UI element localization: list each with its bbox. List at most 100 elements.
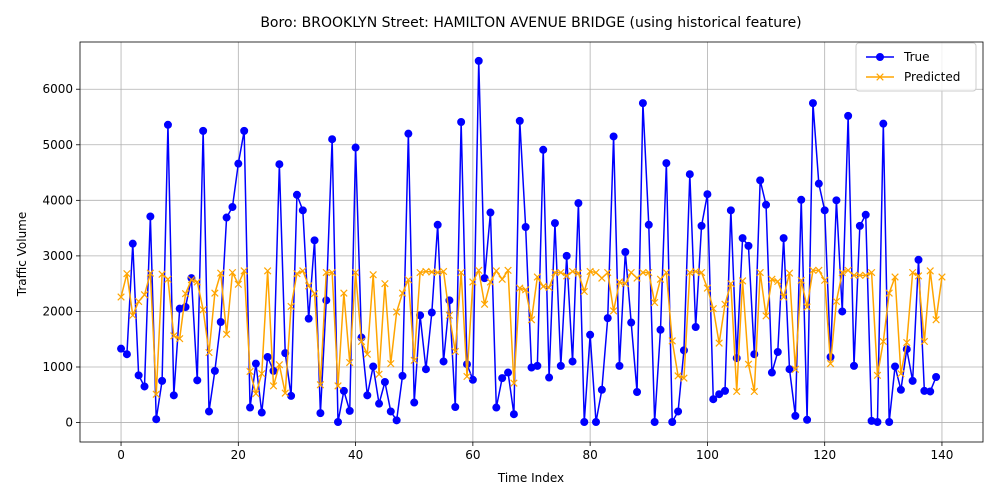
legend-predicted-label: Predicted xyxy=(904,70,960,84)
data-point-true xyxy=(703,190,712,199)
data-point-predicted xyxy=(328,268,336,277)
data-point-true xyxy=(568,357,577,366)
data-point-predicted xyxy=(181,289,190,298)
data-point-predicted xyxy=(615,278,624,286)
data-point-true xyxy=(345,406,354,415)
data-point-predicted xyxy=(381,279,389,288)
data-point-true xyxy=(486,208,495,217)
data-point-predicted xyxy=(222,330,231,338)
data-point-predicted xyxy=(656,275,665,283)
data-point-true xyxy=(210,366,219,375)
data-point-true xyxy=(756,176,765,185)
data-point-true xyxy=(304,314,313,323)
data-point-predicted xyxy=(791,365,800,373)
data-point-predicted xyxy=(867,268,876,277)
data-point-predicted xyxy=(650,298,659,307)
data-point-predicted xyxy=(885,289,893,297)
data-point-predicted xyxy=(445,311,454,320)
data-point-predicted xyxy=(492,267,501,275)
data-point-predicted xyxy=(604,268,612,277)
data-point-true xyxy=(351,143,360,152)
data-point-predicted xyxy=(346,358,354,367)
data-point-true xyxy=(205,407,213,416)
data-point-true xyxy=(322,296,331,305)
data-point-true xyxy=(932,373,941,381)
data-point-predicted xyxy=(146,269,155,277)
data-point-true xyxy=(721,386,729,395)
legend-x-glyph xyxy=(876,73,884,81)
data-point-true xyxy=(779,234,788,243)
data-point-predicted xyxy=(164,275,172,283)
data-point-predicted xyxy=(633,274,641,282)
series-true xyxy=(117,56,941,426)
data-point-predicted xyxy=(779,293,788,301)
data-point-predicted xyxy=(768,275,776,283)
data-point-predicted xyxy=(170,332,178,340)
data-point-predicted xyxy=(304,282,313,290)
data-point-predicted xyxy=(832,297,841,306)
data-point-true xyxy=(474,56,483,65)
data-point-predicted xyxy=(803,303,811,311)
data-point-predicted xyxy=(674,372,682,380)
data-point-predicted xyxy=(510,379,518,387)
data-point-true xyxy=(228,203,237,211)
data-point-predicted xyxy=(715,339,723,347)
data-point-predicted xyxy=(609,307,618,315)
data-point-predicted xyxy=(129,311,137,320)
data-point-predicted xyxy=(351,268,360,277)
data-point-predicted xyxy=(439,267,448,276)
series-group xyxy=(117,56,946,426)
data-point-predicted xyxy=(158,270,166,278)
data-point-true xyxy=(539,145,548,154)
y-tick-label: 2000 xyxy=(42,304,73,318)
data-point-predicted xyxy=(533,273,542,281)
data-point-true xyxy=(685,170,694,179)
x-axis-label: Time Index xyxy=(497,471,564,485)
data-point-true xyxy=(861,210,870,219)
data-point-predicted xyxy=(123,269,131,278)
data-point-true xyxy=(480,274,489,283)
data-point-true xyxy=(855,221,864,230)
data-point-true xyxy=(879,119,888,128)
data-point-predicted xyxy=(404,276,413,284)
data-point-true xyxy=(427,308,436,317)
data-point-true xyxy=(808,99,817,108)
legend-true-label: True xyxy=(903,50,930,64)
data-point-predicted xyxy=(375,370,383,378)
data-point-true xyxy=(275,160,284,169)
data-point-predicted xyxy=(920,337,929,346)
data-point-predicted xyxy=(187,276,196,284)
x-tick-label: 0 xyxy=(117,448,125,462)
data-point-true xyxy=(386,407,395,416)
data-point-true xyxy=(375,399,384,408)
data-point-predicted xyxy=(369,271,377,279)
data-point-predicted xyxy=(451,347,459,356)
data-point-true xyxy=(592,418,600,426)
series-true-line xyxy=(120,60,937,423)
data-point-predicted xyxy=(820,276,829,285)
data-point-predicted xyxy=(621,279,630,288)
data-point-true xyxy=(193,376,202,385)
data-point-true xyxy=(873,418,882,426)
data-point-predicted xyxy=(357,337,366,346)
data-point-true xyxy=(199,126,208,135)
data-point-predicted xyxy=(721,300,729,308)
data-point-predicted xyxy=(844,266,852,275)
data-point-true xyxy=(556,361,565,370)
y-axis-label: Traffic Volume xyxy=(15,212,29,298)
data-point-predicted xyxy=(392,308,401,316)
data-point-predicted xyxy=(598,274,606,282)
y-axis-ticks: 0 1000 2000 3000 4000 5000 6000 xyxy=(42,82,80,430)
data-point-predicted xyxy=(562,272,571,280)
data-point-predicted xyxy=(662,268,671,277)
data-point-predicted xyxy=(463,372,471,381)
data-point-predicted xyxy=(504,266,512,275)
data-point-true xyxy=(152,415,161,424)
data-point-predicted xyxy=(815,266,823,275)
data-point-predicted xyxy=(551,268,559,277)
data-point-predicted xyxy=(797,276,805,285)
data-point-predicted xyxy=(862,271,870,280)
data-point-true xyxy=(316,409,325,418)
data-point-predicted xyxy=(686,268,694,277)
data-point-predicted xyxy=(627,268,635,277)
